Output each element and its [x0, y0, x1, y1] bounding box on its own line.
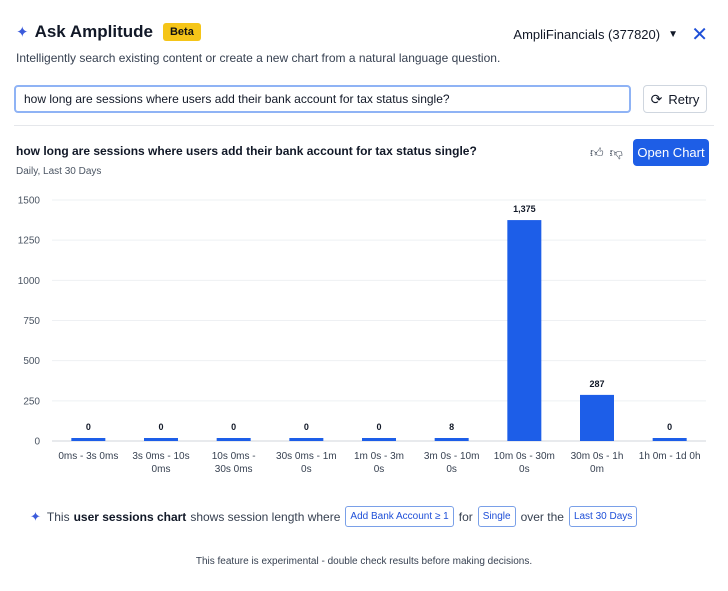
x-tick-label: 0ms	[152, 464, 171, 475]
divider	[14, 125, 714, 126]
x-tick-label: 0s	[519, 464, 530, 475]
retry-button[interactable]: ⟳ Retry	[643, 85, 707, 113]
x-tick-label: 30s 0ms	[215, 464, 253, 475]
bar	[362, 438, 396, 441]
data-label: 0	[376, 422, 381, 432]
summary: ✦ This user sessions chart shows session…	[30, 506, 642, 527]
summary-for: for	[458, 509, 473, 524]
range-pill[interactable]: Last 30 Days	[568, 506, 638, 527]
question-input[interactable]	[14, 85, 631, 113]
bar	[434, 438, 469, 441]
x-tick-label: 10s 0ms -	[212, 451, 256, 462]
y-tick-label: 1000	[18, 276, 41, 287]
beta-badge: Beta	[162, 23, 201, 41]
bar	[652, 438, 687, 441]
chart-title: how long are sessions where users add th…	[16, 144, 477, 158]
sparkle-icon: ✦	[16, 24, 29, 41]
bar	[507, 220, 542, 441]
data-label: 0	[304, 422, 309, 432]
refresh-icon: ⟳	[650, 90, 663, 107]
bar	[289, 438, 324, 441]
bar	[71, 438, 106, 441]
chart-subtitle: Daily, Last 30 Days	[16, 166, 102, 177]
y-tick-label: 0	[34, 437, 40, 448]
y-tick-label: 250	[23, 396, 40, 407]
data-label: 0	[86, 422, 91, 432]
x-tick-label: 0s	[374, 464, 385, 475]
open-chart-button[interactable]: Open Chart	[633, 139, 709, 166]
y-tick-label: 1250	[18, 236, 41, 247]
org-name: AmpliFinancials (377820)	[513, 27, 661, 42]
x-tick-label: 30s 0ms - 1m	[276, 451, 337, 462]
sparkle-icon: ✦	[30, 508, 41, 524]
app-title: Ask Amplitude	[34, 22, 153, 41]
x-tick-label: 1m 0s - 3m	[354, 451, 404, 462]
data-label: 1,375	[513, 204, 536, 214]
x-tick-label: 0s	[301, 464, 312, 475]
data-label: 0	[231, 422, 236, 432]
y-tick-label: 750	[23, 316, 40, 327]
summary-middle: shows session length where	[190, 509, 341, 524]
header: ✦ Ask Amplitude Beta	[16, 22, 201, 42]
x-tick-label: 0m	[590, 464, 604, 475]
x-tick-label: 3m 0s - 10m	[424, 451, 480, 462]
thumbs-up-icon[interactable]: 👍︎	[590, 145, 604, 160]
summary-highlight: user sessions chart	[73, 509, 187, 524]
close-icon[interactable]: ✕	[691, 24, 708, 46]
bar	[216, 438, 251, 441]
x-tick-label: 1h 0m - 1d 0h	[639, 451, 701, 462]
thumbs-down-icon[interactable]: 👎︎	[609, 145, 623, 160]
summary-prefix: This	[46, 509, 70, 524]
data-label: 0	[158, 422, 163, 432]
x-tick-label: 10m 0s - 30m	[494, 451, 555, 462]
x-tick-label: 3s 0ms - 10s	[132, 451, 189, 462]
bar	[580, 394, 614, 441]
y-tick-label: 500	[23, 356, 40, 367]
retry-label: Retry	[668, 91, 700, 107]
x-tick-label: 0s	[446, 464, 457, 475]
bar	[144, 438, 178, 441]
chevron-down-icon: ▼	[668, 29, 678, 40]
subtitle: Intelligently search existing content or…	[16, 51, 501, 65]
disclaimer: This feature is experimental - double ch…	[195, 556, 533, 567]
feedback: 👍︎ 👎︎	[590, 145, 623, 161]
org-selector[interactable]: AmpliFinancials (377820) ▼	[513, 27, 678, 42]
y-tick-label: 1500	[18, 196, 41, 207]
segment-pill[interactable]: Single	[477, 506, 516, 527]
data-label: 8	[449, 422, 454, 432]
x-tick-label: 30m 0s - 1h	[571, 451, 624, 462]
data-label: 287	[589, 379, 604, 389]
event-pill[interactable]: Add Bank Account ≥ 1	[345, 506, 454, 527]
data-label: 0	[667, 422, 672, 432]
x-tick-label: 0ms - 3s 0ms	[58, 451, 118, 462]
summary-over: over the	[520, 509, 564, 524]
